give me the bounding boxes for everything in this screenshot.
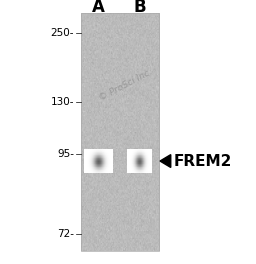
Text: © ProSci Inc.: © ProSci Inc. — [97, 67, 154, 102]
Text: FREM2: FREM2 — [173, 154, 232, 168]
Bar — [81, 13, 159, 251]
Text: A: A — [92, 0, 105, 16]
Text: 250-: 250- — [51, 28, 74, 38]
Text: 72-: 72- — [57, 229, 74, 239]
Text: B: B — [133, 0, 146, 16]
Text: 130-: 130- — [51, 97, 74, 107]
Polygon shape — [160, 155, 171, 167]
Text: 95-: 95- — [57, 149, 74, 159]
